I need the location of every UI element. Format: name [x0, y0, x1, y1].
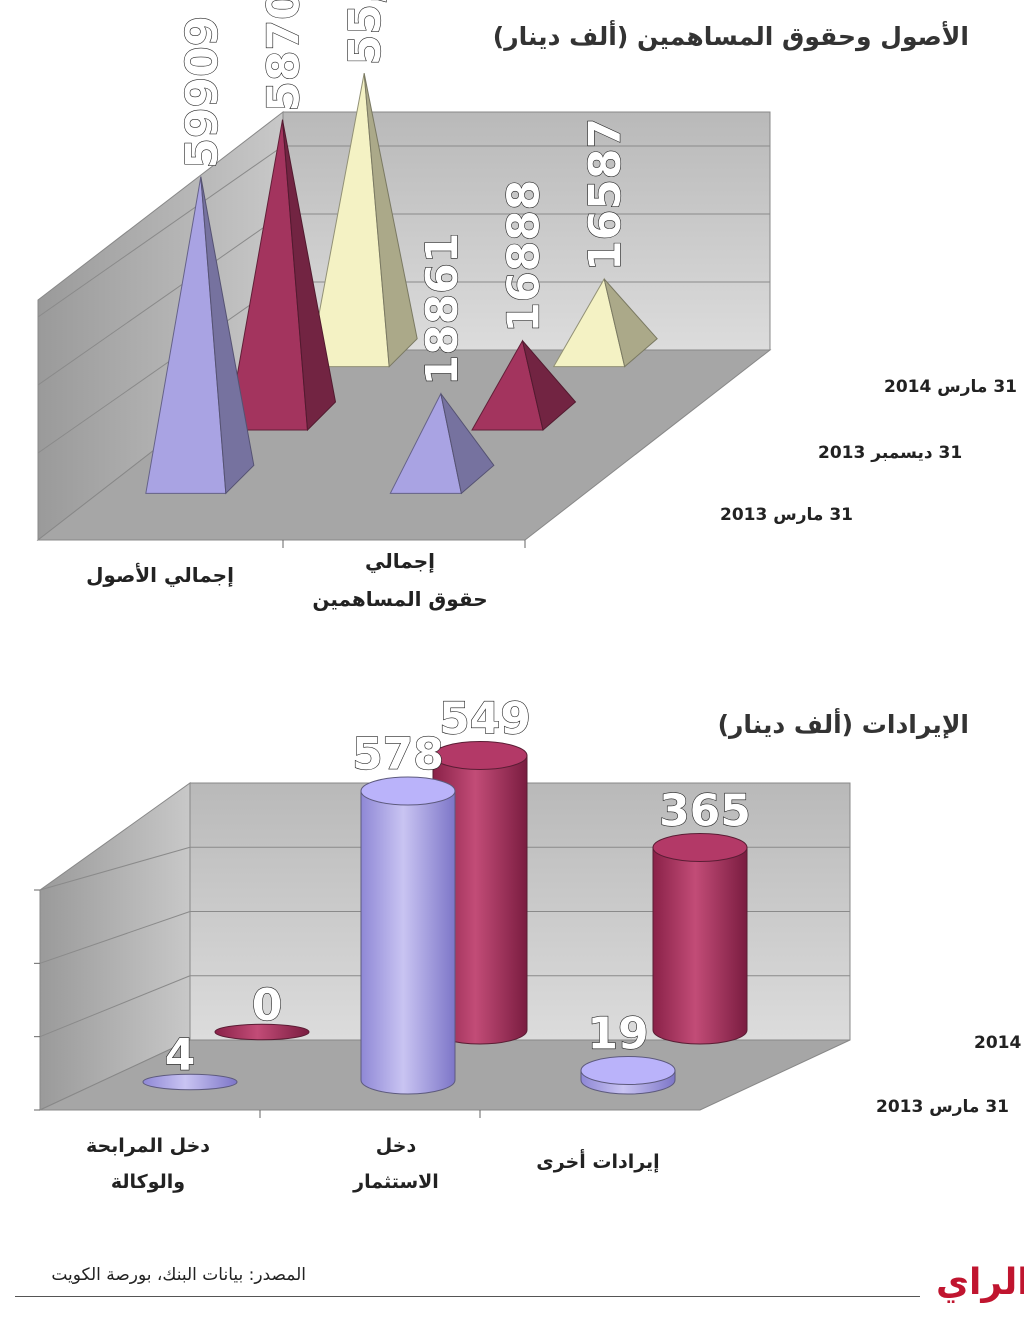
data-label: 16587: [580, 118, 631, 271]
pyramid-side: [522, 340, 577, 431]
footer-divider: [15, 1296, 920, 1297]
logo: الراي: [936, 1262, 1024, 1303]
series-label: 31 مارس 2014: [884, 377, 1017, 397]
assets-equity-chart: 55,506 16587 58701 16888 59909 18861 31 مارس 2…: [36, 0, 1017, 611]
series-label: 31 ديسمبر 2013: [818, 443, 962, 463]
cylinder-body: [360, 790, 456, 1095]
category-label: إجمالي: [365, 549, 435, 574]
pyramid-side: [363, 73, 418, 368]
cylinder: [214, 1023, 310, 1041]
cylinder: [142, 1073, 238, 1091]
cylinder-body: [652, 847, 748, 1045]
series-label: 31 مارس 2013: [876, 1097, 1009, 1117]
cylinder-disc: [214, 1023, 310, 1041]
cylinder-disc: [142, 1073, 238, 1091]
category-label: إجمالي الأصول: [86, 562, 234, 588]
gridline: [39, 846, 191, 891]
gridline: [37, 213, 284, 386]
cylinder-top: [360, 776, 456, 806]
cylinder: [432, 741, 528, 1045]
category-label: دخل: [376, 1135, 417, 1157]
chart-title-revenues: الإيرادات (ألف دينار): [717, 710, 969, 739]
chart-title-assets: الأصول وحقوق المساهمين (ألف دينار): [492, 22, 969, 51]
series-label: 31 مارس 2013: [720, 505, 853, 525]
series-label: 31 مارس 2014: [974, 1033, 1024, 1053]
data-label: 16888: [499, 180, 550, 333]
pyramid-side: [440, 393, 495, 495]
source-note: المصدر: بيانات البنك، بورصة الكويت: [51, 1265, 306, 1285]
category-label: الاستثمار: [352, 1171, 439, 1193]
category-label: حقوق المساهمين: [312, 587, 487, 611]
pyramid-side: [282, 119, 337, 432]
category-label: والوكالة: [111, 1171, 185, 1193]
data-label: 578: [352, 729, 444, 780]
gridline: [39, 911, 191, 964]
data-label: 19: [587, 1009, 648, 1060]
cylinder: [360, 776, 456, 1095]
data-label: 59909: [177, 16, 228, 169]
pyramid-side: [603, 278, 658, 368]
data-label: 58701: [259, 0, 310, 112]
pyramid-side: [200, 176, 255, 495]
cylinder-top: [580, 1056, 676, 1085]
data-label: 549: [439, 694, 531, 745]
cylinder-top: [652, 833, 748, 862]
category-label: دخل المرابحة: [86, 1135, 210, 1157]
cylinder: [580, 1056, 676, 1095]
data-label: 18861: [417, 233, 468, 386]
data-label: 4: [165, 1030, 196, 1081]
category-label: إيرادات أخرى: [536, 1149, 659, 1173]
gridline: [37, 145, 284, 318]
data-label: 365: [659, 786, 751, 837]
cylinder: [652, 833, 748, 1045]
revenues-chart: 0 549 365 4 578 19 31 مارس 2013 31 مارس 2014 دخل…: [34, 693, 1024, 1193]
data-label: 0: [252, 980, 283, 1031]
data-label: 55,506: [340, 0, 391, 65]
gridline: [39, 975, 191, 1038]
cylinder-top: [432, 741, 528, 770]
gridline: [37, 281, 284, 454]
